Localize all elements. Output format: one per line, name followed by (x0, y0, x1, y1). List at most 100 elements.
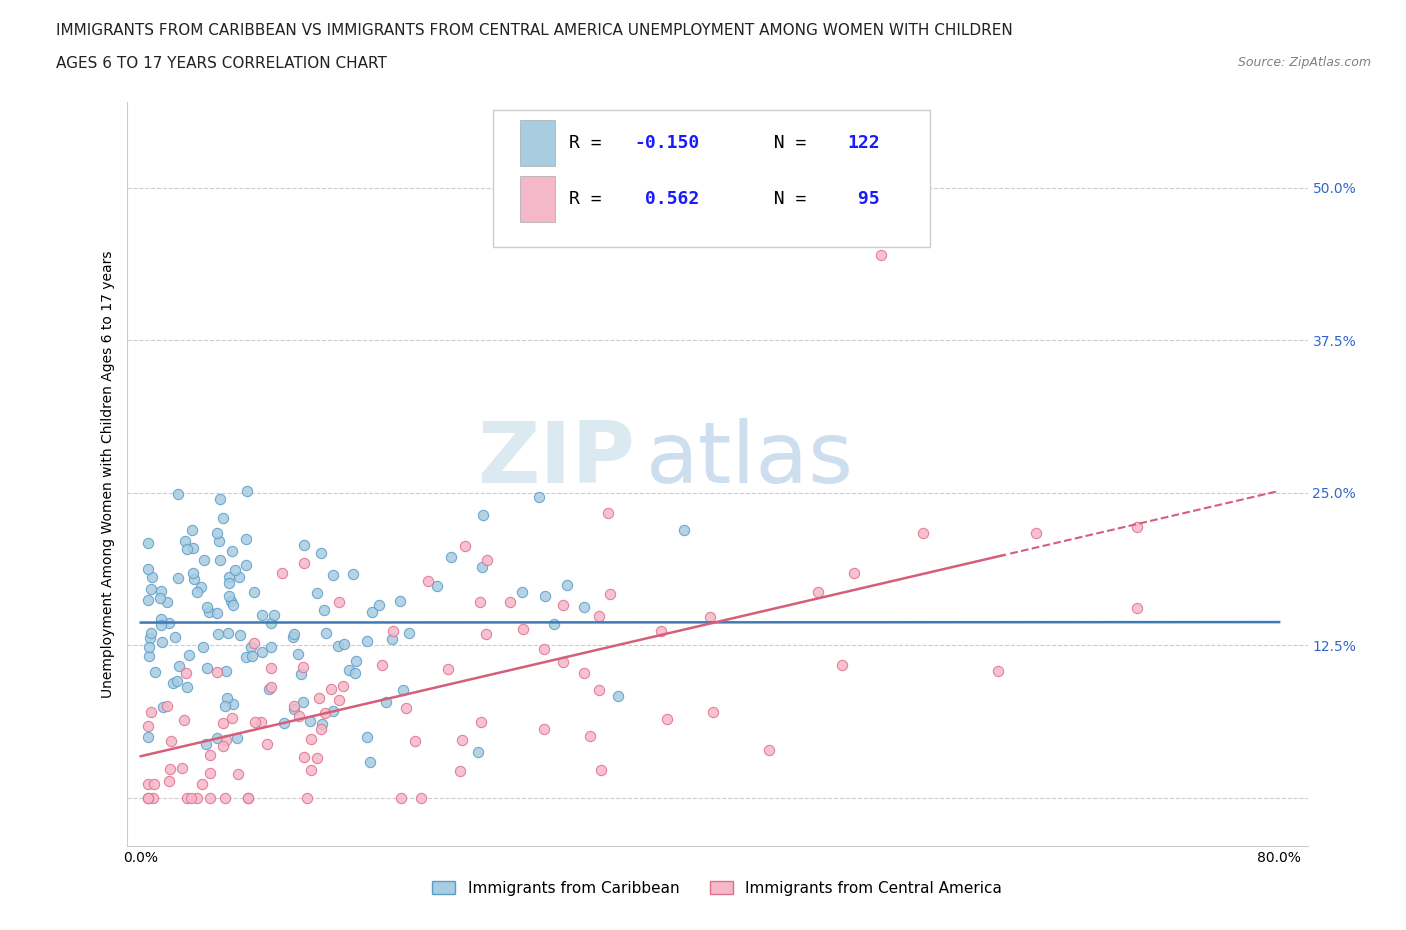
Point (260, 615, 283, 630)
Point (389, 790, 412, 805)
Point (180, 790, 202, 805)
Point (315, 625, 337, 640)
Point (214, 790, 236, 805)
Point (512, 621, 534, 636)
Point (599, 586, 621, 601)
Point (212, 738, 235, 753)
Point (209, 552, 232, 567)
Text: 0.562: 0.562 (634, 190, 700, 208)
Point (287, 709, 309, 724)
Point (191, 640, 214, 655)
Point (221, 711, 243, 725)
Point (155, 595, 177, 610)
Point (190, 579, 212, 594)
Point (498, 595, 520, 610)
Point (226, 766, 249, 781)
Point (869, 247, 891, 262)
Point (312, 603, 335, 618)
Point (344, 666, 367, 681)
Point (292, 538, 315, 552)
Point (205, 525, 228, 540)
Point (205, 665, 228, 680)
Point (186, 790, 208, 805)
Point (299, 732, 322, 747)
Point (449, 764, 471, 778)
Point (156, 698, 179, 713)
Point (167, 571, 190, 586)
Point (471, 560, 494, 575)
Point (149, 611, 172, 626)
Point (191, 777, 214, 791)
Point (195, 600, 218, 615)
Point (136, 790, 159, 805)
Point (176, 541, 198, 556)
Point (308, 690, 330, 705)
Point (322, 567, 344, 582)
Point (374, 694, 396, 709)
Point (215, 664, 238, 679)
Point (218, 589, 240, 604)
Point (911, 525, 934, 540)
Point (139, 705, 162, 720)
Point (252, 608, 274, 623)
Point (1126, 520, 1149, 535)
Point (142, 790, 165, 805)
Point (235, 484, 257, 498)
Point (257, 682, 280, 697)
Point (152, 699, 174, 714)
Point (314, 705, 336, 720)
Point (699, 610, 721, 625)
Point (179, 648, 201, 663)
Point (215, 732, 238, 747)
Point (426, 578, 449, 593)
Point (533, 642, 555, 657)
Point (440, 550, 463, 565)
Point (167, 658, 190, 673)
Point (207, 627, 229, 642)
Point (143, 664, 166, 679)
Point (219, 593, 242, 608)
Point (136, 719, 159, 734)
Point (368, 597, 391, 612)
Text: 122: 122 (846, 134, 880, 153)
Point (243, 584, 266, 599)
Point (309, 545, 332, 560)
Point (283, 626, 305, 641)
Point (381, 624, 404, 639)
Point (333, 636, 356, 651)
Text: ZIP: ZIP (477, 418, 634, 501)
Point (181, 540, 204, 555)
Point (332, 679, 354, 694)
Point (141, 581, 163, 596)
Point (176, 680, 198, 695)
Text: N =: N = (752, 134, 818, 153)
Point (193, 552, 215, 567)
Point (143, 777, 166, 791)
Point (292, 750, 315, 764)
Point (831, 658, 853, 672)
Point (200, 747, 222, 762)
Point (256, 737, 278, 751)
Point (309, 722, 332, 737)
Point (149, 591, 172, 605)
Point (655, 711, 678, 726)
Point (305, 586, 328, 601)
Point (579, 728, 602, 743)
Bar (520, 176, 555, 222)
Point (534, 589, 557, 604)
Point (163, 630, 186, 644)
Text: R =: R = (569, 190, 613, 208)
Point (173, 712, 195, 727)
Point (588, 683, 610, 698)
Point (174, 533, 197, 548)
Point (260, 640, 283, 655)
Point (242, 635, 264, 650)
Point (533, 722, 555, 737)
Y-axis label: Unemployment Among Women with Children Ages 6 to 17 years: Unemployment Among Women with Children A… (101, 250, 115, 698)
Point (398, 626, 420, 641)
Point (150, 583, 173, 598)
Point (214, 698, 236, 713)
Point (807, 585, 830, 600)
Point (194, 737, 217, 751)
Point (271, 565, 294, 580)
